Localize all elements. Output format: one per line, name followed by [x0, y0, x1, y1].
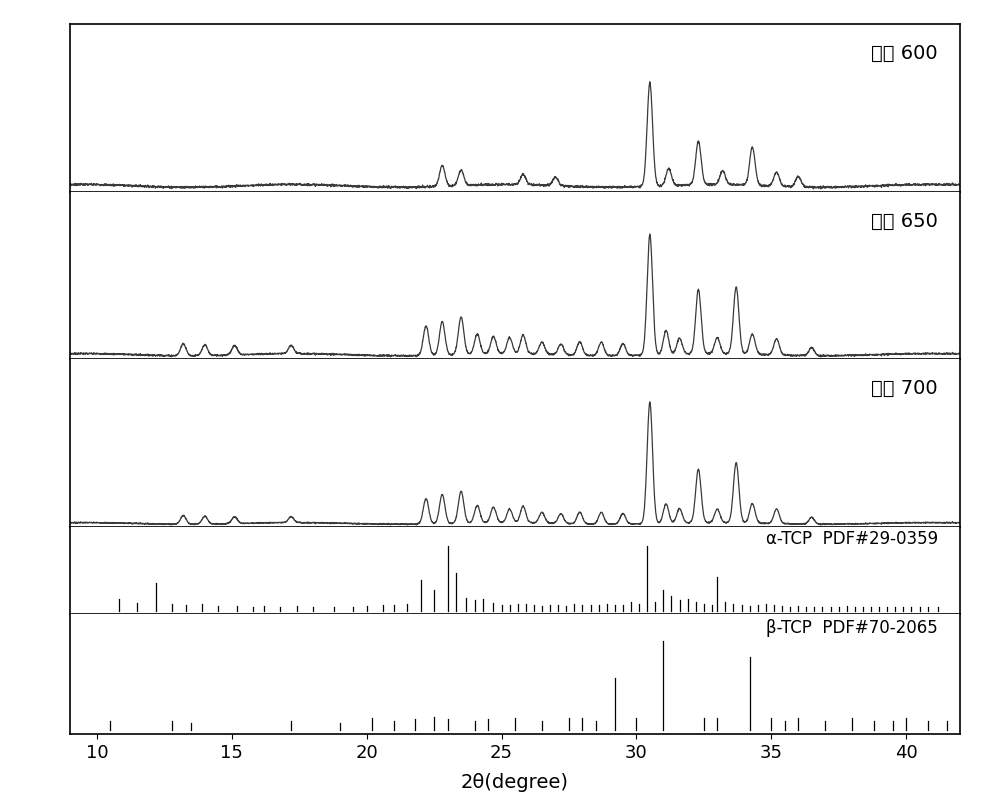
Text: β-TCP  PDF#70-2065: β-TCP PDF#70-2065	[766, 619, 938, 637]
Text: α-TCP  PDF#29-0359: α-TCP PDF#29-0359	[766, 530, 938, 548]
X-axis label: 2θ(degree): 2θ(degree)	[461, 773, 569, 792]
Text: 肌醇 700: 肌醇 700	[871, 379, 938, 399]
Text: 肌醇 650: 肌醇 650	[871, 211, 938, 231]
Text: 肌醇 600: 肌醇 600	[871, 44, 938, 63]
